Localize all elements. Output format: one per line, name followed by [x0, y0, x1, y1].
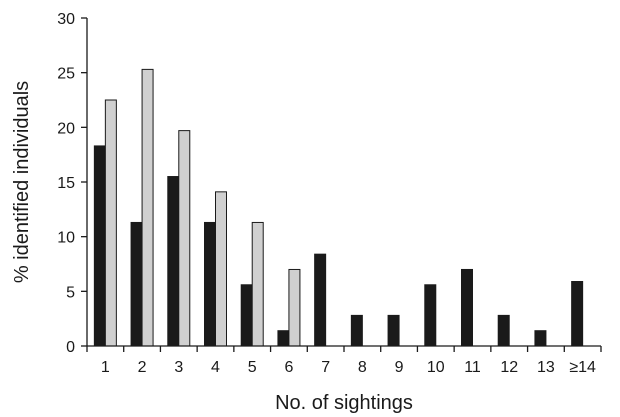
bar-series-2	[215, 191, 227, 347]
bar-series-2	[141, 68, 154, 347]
y-tick-label: 10	[57, 230, 75, 247]
x-tick-label: 10	[427, 359, 445, 376]
bar-series-1	[534, 330, 547, 347]
x-axis-title: No. of sightings	[275, 392, 413, 414]
x-axis-ticks: 1 2 3 4 5 6 7 8 9 10 11 12 13 ≥14	[86, 346, 602, 376]
x-tick-label: 1	[101, 359, 110, 376]
y-tick-label: 20	[57, 120, 75, 137]
y-axis-ticks: 0 5 10 15 20 25 30	[57, 11, 87, 356]
bar-series-1	[167, 176, 180, 347]
x-tick-label: 6	[284, 359, 293, 376]
y-axis-title: % identified individuals	[11, 81, 33, 283]
x-tick-label: ≥14	[569, 359, 596, 376]
bar-series-1	[497, 314, 510, 347]
x-tick-label: 12	[500, 359, 518, 376]
bars	[93, 68, 584, 347]
x-tick-label: 11	[464, 359, 481, 376]
x-tick-label: 9	[395, 359, 404, 376]
bar-series-1	[130, 221, 143, 347]
x-tick-label: 3	[174, 359, 183, 376]
y-tick-label: 30	[57, 11, 75, 28]
x-tick-label: 8	[358, 359, 367, 376]
bar-series-1	[314, 253, 327, 347]
bar-series-2	[104, 99, 117, 347]
y-tick-label: 0	[66, 339, 75, 356]
x-tick-label: 2	[138, 359, 147, 376]
y-tick-label: 15	[57, 175, 75, 192]
bar-series-1	[571, 280, 584, 347]
bar-series-1	[240, 284, 253, 347]
y-tick-label: 25	[57, 66, 75, 83]
bar-series-1	[387, 314, 400, 347]
bar-series-2	[288, 268, 301, 347]
bar-series-1	[461, 268, 473, 347]
y-tick-label: 5	[66, 284, 75, 301]
bar-series-1	[350, 314, 363, 347]
bar-series-1	[93, 145, 106, 347]
bar-series-2	[178, 130, 191, 347]
bar-series-1	[424, 284, 437, 347]
x-tick-label: 5	[248, 359, 257, 376]
bar-series-1	[204, 221, 216, 347]
bar-series-2	[251, 221, 264, 347]
x-tick-label: 4	[211, 359, 220, 376]
bar-series-1	[277, 330, 290, 347]
x-tick-label: 13	[537, 359, 555, 376]
x-tick-label: 7	[321, 359, 330, 376]
